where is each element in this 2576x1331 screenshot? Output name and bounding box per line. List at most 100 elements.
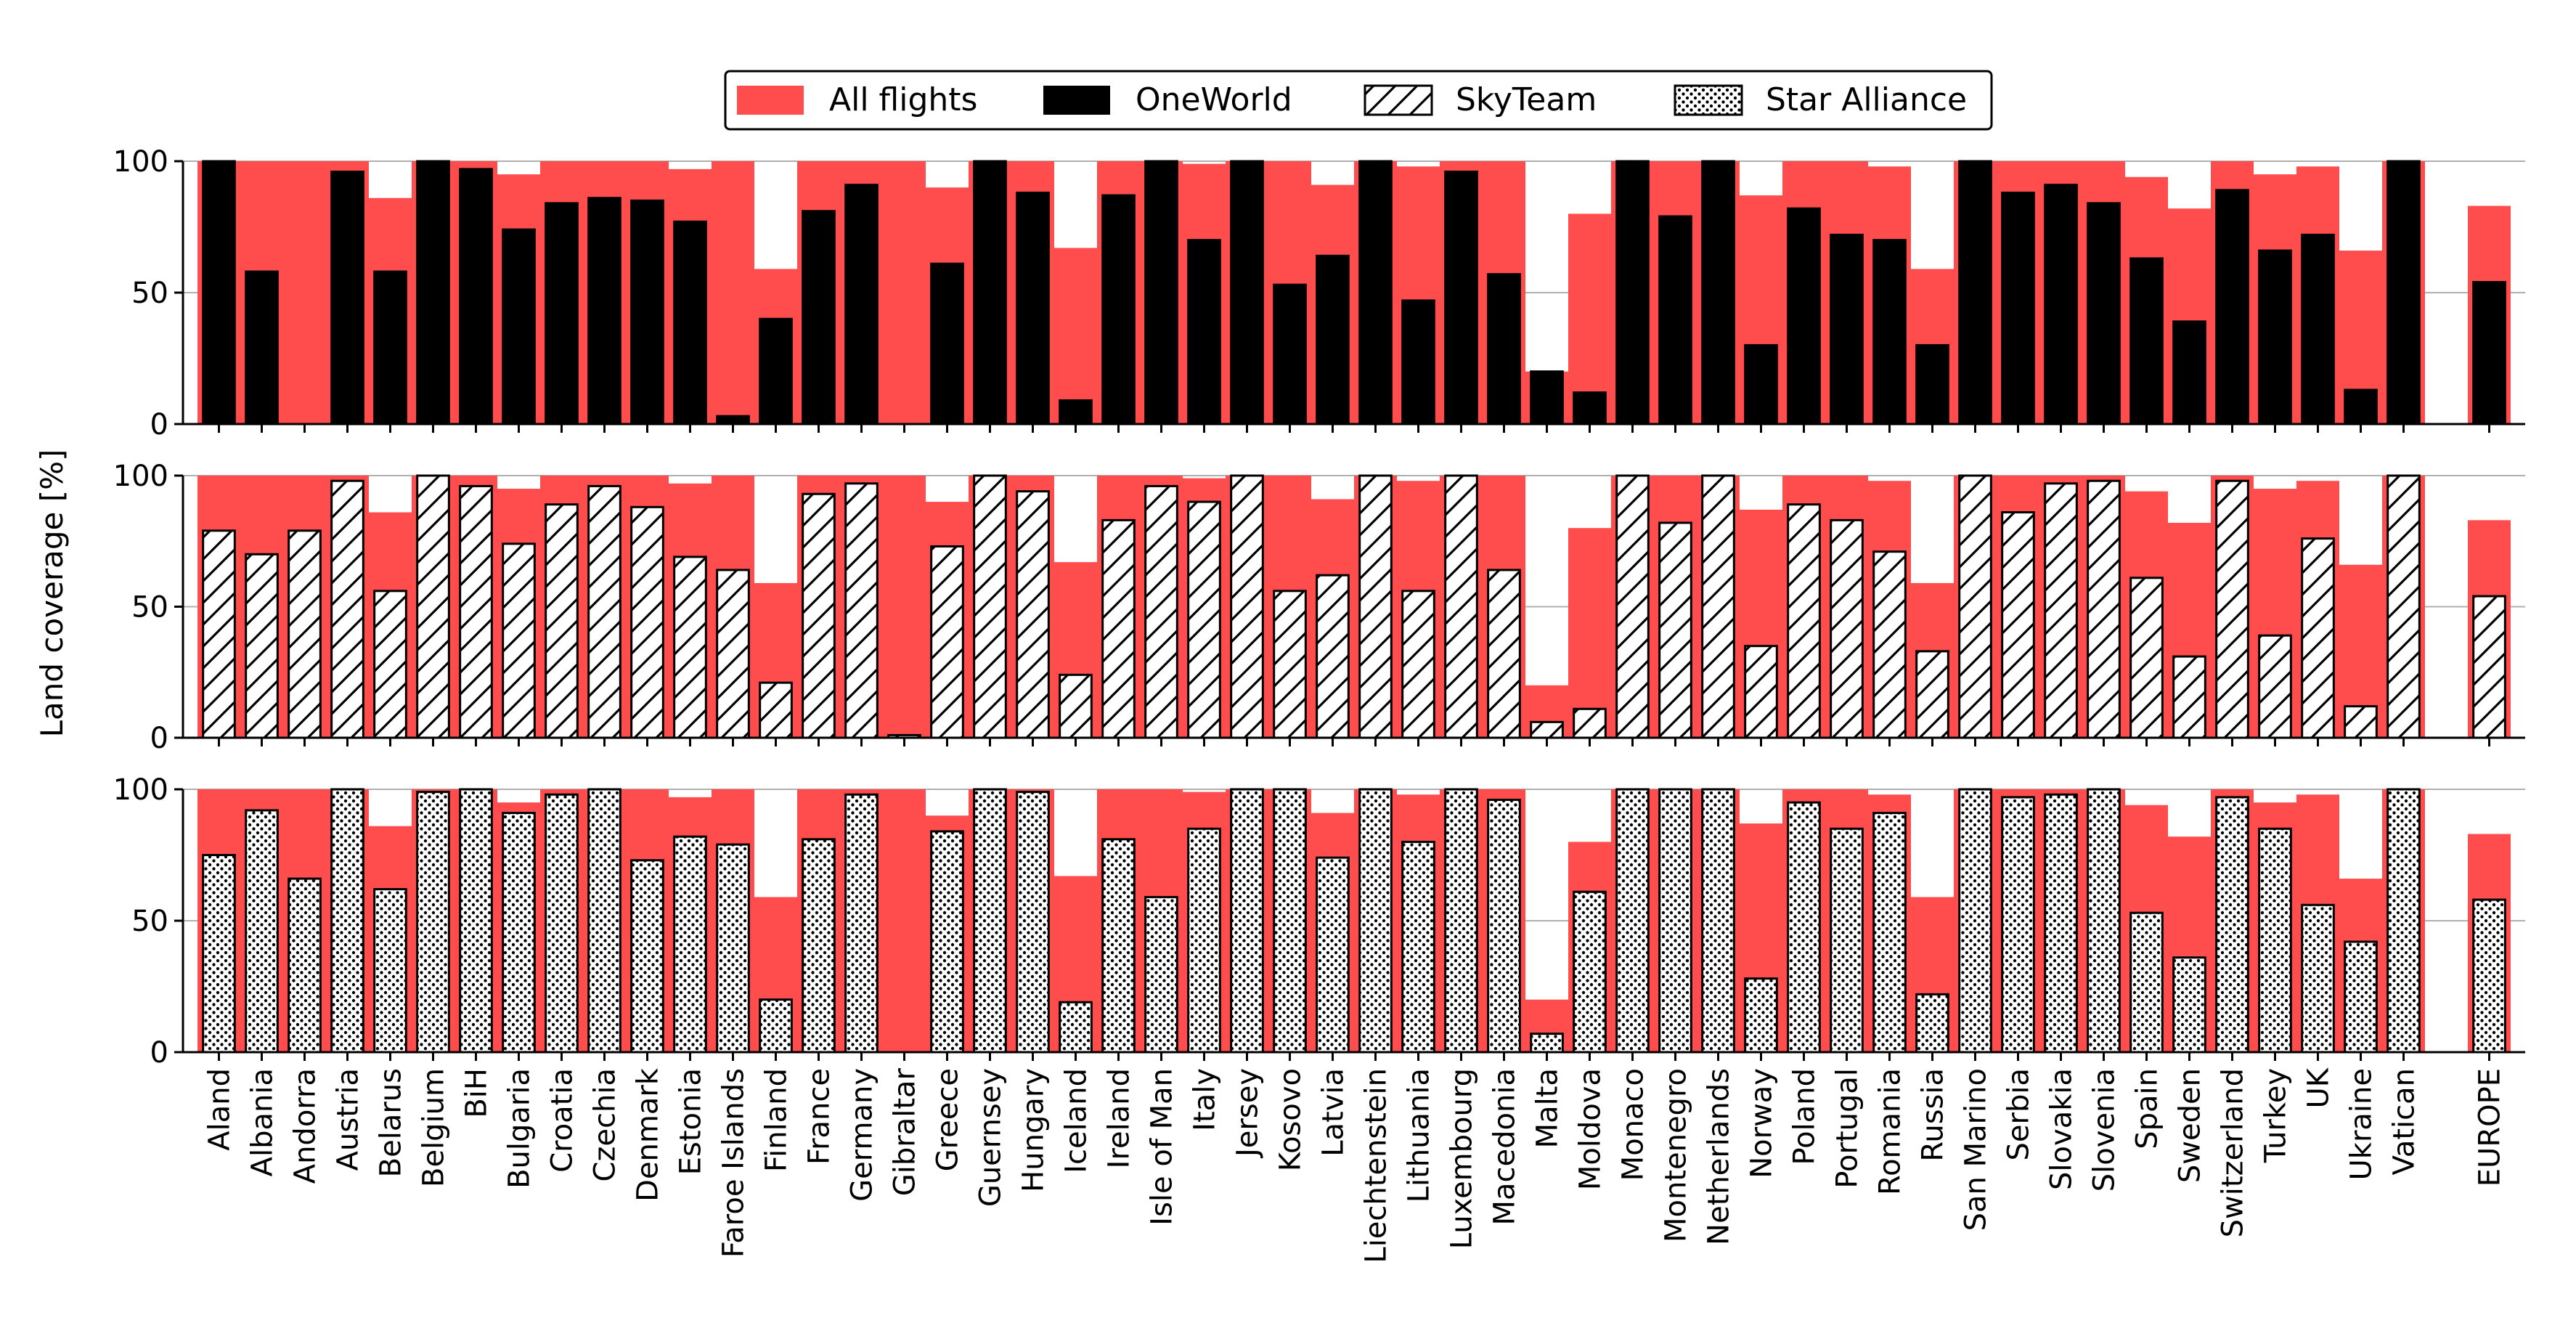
bar-oneworld: [844, 184, 879, 426]
panel-skyteam: 0 50 100: [113, 460, 2525, 755]
bar-star-alliance: [2215, 796, 2249, 1054]
bar-skyteam: [1230, 474, 1264, 739]
bar-star-alliance: [1487, 798, 1521, 1054]
y-tick-label: 100: [113, 460, 168, 493]
bar-oneworld: [1701, 160, 1735, 426]
bar-skyteam: [2472, 595, 2506, 739]
bar-star-alliance: [1615, 788, 1650, 1054]
x-tick-label: Norway: [1745, 1068, 1779, 1179]
bar-oneworld: [1230, 160, 1264, 426]
bar-oneworld: [416, 160, 450, 426]
y-tick-label: 100: [113, 145, 168, 179]
bar-skyteam: [1872, 550, 1907, 739]
bar-star-alliance: [288, 877, 322, 1054]
legend-swatch-all-flights: [737, 86, 804, 115]
legend-item-star-alliance: Star Alliance: [1674, 81, 1967, 118]
x-tick-label: Ukraine: [2345, 1068, 2379, 1180]
bar-oneworld: [630, 199, 664, 426]
bar-skyteam: [1744, 645, 1778, 739]
bar-skyteam: [673, 555, 707, 739]
bar-star-alliance: [1744, 977, 1778, 1054]
bar-skyteam: [1487, 569, 1521, 739]
legend-label-all-flights: All flights: [829, 81, 977, 118]
bar-oneworld: [2172, 320, 2206, 426]
x-tick-label: Vatican: [2388, 1068, 2421, 1175]
bar-star-alliance: [630, 859, 664, 1054]
bar-star-alliance: [2258, 827, 2292, 1054]
bar-skyteam: [759, 681, 793, 739]
bar-all-flights: [1054, 248, 1097, 424]
legend-label-oneworld: OneWorld: [1136, 81, 1292, 118]
bar-skyteam: [416, 474, 450, 739]
bar-oneworld: [1658, 215, 1692, 426]
bar-skyteam: [1573, 707, 1607, 739]
y-tick-label: 100: [113, 773, 168, 807]
x-tick-label: Netherlands: [1703, 1068, 1736, 1245]
x-tick-label: Belarus: [375, 1068, 408, 1177]
bar-oneworld: [502, 228, 536, 426]
x-tick-label: Montenegro: [1660, 1068, 1693, 1242]
bar-star-alliance: [1444, 788, 1478, 1054]
bar-star-alliance: [1316, 856, 1350, 1054]
bar-skyteam: [1787, 503, 1821, 739]
bar-star-alliance: [1915, 993, 1949, 1054]
bar-skyteam: [2258, 634, 2292, 739]
bar-oneworld: [2258, 249, 2292, 426]
bar-oneworld: [1358, 160, 1393, 426]
bar-skyteam: [1615, 474, 1650, 739]
bar-skyteam: [1273, 590, 1307, 739]
bar-oneworld: [1059, 399, 1093, 426]
bar-all-flights: [883, 161, 926, 424]
x-tick-label: Latvia: [1317, 1068, 1350, 1157]
bar-oneworld: [1744, 343, 1778, 426]
bar-oneworld: [2301, 233, 2335, 426]
bar-skyteam: [2215, 479, 2249, 739]
bar-skyteam: [2001, 511, 2035, 739]
bar-oneworld: [1016, 191, 1050, 426]
bar-skyteam: [930, 545, 964, 739]
x-tick-label: Belgium: [417, 1068, 451, 1187]
bar-oneworld: [673, 220, 707, 426]
x-tick-label: Finland: [760, 1068, 794, 1172]
bar-oneworld: [2387, 160, 2421, 426]
bar-oneworld: [1316, 254, 1350, 426]
bar-oneworld: [1144, 160, 1178, 426]
x-tick-label: Switzerland: [2217, 1068, 2250, 1237]
bar-skyteam: [330, 479, 364, 739]
y-axis-label: Land coverage [%]: [34, 449, 70, 738]
bar-star-alliance: [1573, 890, 1607, 1054]
legend-swatch-skyteam: [1364, 84, 1433, 116]
bar-all-flights: [883, 789, 926, 1052]
bar-star-alliance: [330, 788, 364, 1054]
bar-skyteam: [2172, 655, 2206, 739]
bar-oneworld: [1830, 233, 1864, 426]
x-tick-label: Monaco: [1617, 1068, 1650, 1181]
x-tick-label: Italy: [1189, 1068, 1222, 1131]
legend: All flights OneWorld SkyTeam Star Allian…: [724, 70, 1993, 131]
bar-star-alliance: [1230, 788, 1264, 1054]
bar-star-alliance: [1658, 788, 1692, 1054]
bar-oneworld: [1615, 160, 1650, 426]
bar-star-alliance: [930, 830, 964, 1054]
bar-oneworld: [459, 168, 493, 426]
bar-star-alliance: [1958, 788, 1992, 1054]
x-tick-labels: Aland Albania Andorra Austria Belarus Belgium…: [203, 1067, 2507, 1263]
x-tick-label: Gibraltar: [889, 1067, 922, 1196]
bar-star-alliance: [844, 793, 879, 1054]
x-tick-label: Albania: [246, 1068, 280, 1176]
legend-item-skyteam: SkyTeam: [1364, 81, 1597, 118]
bar-star-alliance: [1187, 827, 1221, 1054]
bar-skyteam: [630, 505, 664, 739]
bar-star-alliance: [1401, 840, 1435, 1054]
bar-oneworld: [1573, 391, 1607, 426]
x-tick-label: Czechia: [589, 1068, 622, 1182]
bar-star-alliance: [1059, 1001, 1093, 1054]
bar-skyteam: [1101, 518, 1136, 739]
bar-star-alliance: [545, 793, 579, 1054]
bar-skyteam: [459, 484, 493, 739]
x-tick-label: BiH: [460, 1068, 494, 1118]
x-tick-label: Poland: [1788, 1068, 1822, 1165]
bar-star-alliance: [2087, 788, 2121, 1054]
bar-oneworld: [2215, 189, 2249, 426]
